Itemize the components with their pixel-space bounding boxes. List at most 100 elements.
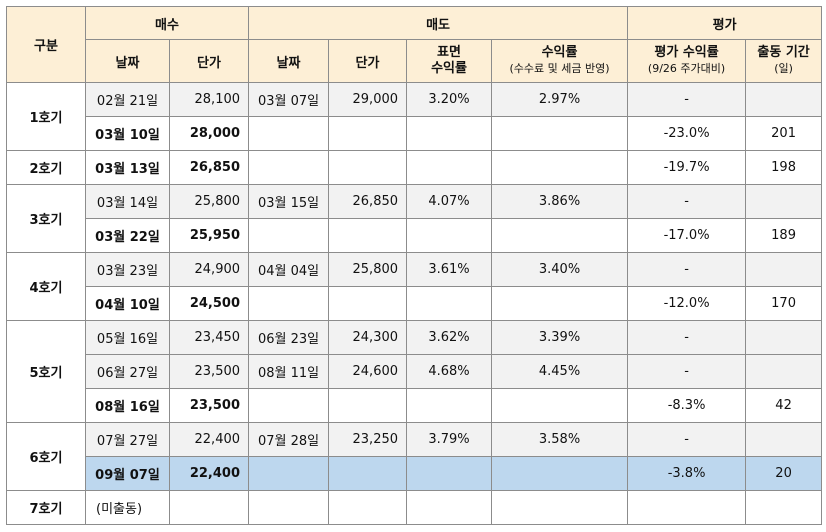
header-net-return-line2: (수수료 및 세금 반영)	[509, 62, 610, 75]
table-row: 08월 16일 23,500 -8.3% 42	[7, 388, 823, 423]
surface-return-cell	[406, 490, 493, 525]
group-label: 1호기	[6, 82, 86, 151]
sell-price-cell: 24,600	[328, 354, 408, 389]
surface-return-cell	[406, 218, 493, 253]
sell-price-cell: 29,000	[328, 82, 408, 117]
sell-date-cell	[248, 490, 330, 525]
surface-return-cell	[406, 456, 493, 491]
period-cell	[745, 320, 823, 355]
eval-return-cell: -	[627, 320, 747, 355]
period-cell	[745, 490, 823, 525]
trade-table: 구분 매수 매도 평가 날짜 단가 날짜 단가 표면 수익률 수익률 (수수료 …	[6, 6, 823, 525]
group-label: 3호기	[6, 184, 86, 253]
surface-return-cell	[406, 286, 493, 321]
header-surface-return-line2: 수익률	[431, 61, 467, 76]
table-row: 3호기 03월 14일 25,800 03월 15일 26,850 4.07% 3.86% -	[6, 184, 823, 253]
sell-date-cell	[248, 218, 330, 253]
buy-price-cell: 24,900	[168, 252, 250, 287]
header-period-line2: (일)	[774, 62, 793, 75]
header-buy-price: 단가	[168, 39, 250, 83]
buy-price-cell: 28,000	[168, 116, 250, 151]
net-return-cell: 3.58%	[491, 422, 629, 457]
period-cell: 189	[745, 218, 823, 253]
buy-date-cell: 03월 23일	[85, 252, 170, 287]
table-row: 03월 10일 28,000 -23.0% 201	[7, 116, 823, 151]
eval-return-cell: -12.0%	[627, 286, 747, 321]
sell-date-cell	[248, 150, 330, 185]
header-buy-date: 날짜	[85, 39, 170, 83]
surface-return-cell	[406, 388, 493, 423]
table-row: 04월 10일 24,500 -12.0% 170	[7, 286, 823, 321]
period-cell: 201	[745, 116, 823, 151]
eval-return-cell: -	[627, 422, 747, 457]
buy-price-cell: 25,800	[168, 184, 250, 219]
sell-price-cell	[328, 116, 408, 151]
sell-date-cell	[248, 388, 330, 423]
surface-return-cell: 3.79%	[406, 422, 493, 457]
sell-date-cell: 07월 28일	[248, 422, 330, 457]
buy-price-cell: 22,400	[168, 456, 250, 491]
eval-return-cell: -19.7%	[627, 150, 747, 185]
header-gubun: 구분	[6, 6, 86, 83]
buy-date-cell: 05월 16일	[85, 320, 170, 355]
eval-return-cell: -	[627, 184, 747, 219]
net-return-cell	[491, 490, 629, 525]
table-row: 7호기 (미출동)	[6, 490, 823, 525]
eval-return-cell: -17.0%	[627, 218, 747, 253]
sell-price-cell	[328, 456, 408, 491]
buy-price-cell: 23,500	[168, 354, 250, 389]
sell-date-cell: 06월 23일	[248, 320, 330, 355]
surface-return-cell	[406, 150, 493, 185]
net-return-cell	[491, 218, 629, 253]
group-label: 2호기	[6, 150, 86, 185]
table-body: 1호기 02월 21일 28,100 03월 07일 29,000 3.20% 2.97% -…	[6, 82, 823, 525]
sell-price-cell	[328, 388, 408, 423]
sell-date-cell: 04월 04일	[248, 252, 330, 287]
sell-date-cell	[248, 116, 330, 151]
surface-return-cell: 4.07%	[406, 184, 493, 219]
surface-return-cell: 3.62%	[406, 320, 493, 355]
period-cell: 42	[745, 388, 823, 423]
buy-date-cell: 04월 10일	[85, 286, 170, 321]
eval-return-cell: -8.3%	[627, 388, 747, 423]
period-cell: 170	[745, 286, 823, 321]
buy-date-cell: 03월 13일	[85, 150, 170, 185]
sell-price-cell: 23,250	[328, 422, 408, 457]
table-row: 06월 27일 23,500 08월 11일 24,600 4.68% 4.45% -	[7, 354, 823, 389]
group-label: 7호기	[6, 490, 86, 525]
net-return-cell: 3.40%	[491, 252, 629, 287]
header-sell-date: 날짜	[248, 39, 330, 83]
net-return-cell: 4.45%	[491, 354, 629, 389]
sell-price-cell: 26,850	[328, 184, 408, 219]
period-cell	[745, 252, 823, 287]
table-row: 6호기 07월 27일 22,400 07월 28일 23,250 3.79% 3.58% -	[6, 422, 823, 491]
header-eval: 평가	[627, 6, 823, 40]
buy-price-cell: 26,850	[168, 150, 250, 185]
buy-date-cell: 07월 27일	[85, 422, 170, 457]
buy-price-cell: 24,500	[168, 286, 250, 321]
eval-return-cell: -	[627, 252, 747, 287]
buy-price-cell: 23,450	[168, 320, 250, 355]
group-label: 4호기	[6, 252, 86, 321]
sell-date-cell: 03월 07일	[248, 82, 330, 117]
buy-date-cell: (미출동)	[85, 490, 170, 525]
period-cell	[745, 184, 823, 219]
table-row: 2호기 03월 13일 26,850 -19.7% 198	[6, 150, 823, 185]
buy-date-cell: 03월 22일	[85, 218, 170, 253]
buy-date-cell: 03월 10일	[85, 116, 170, 151]
period-cell: 20	[745, 456, 823, 491]
eval-return-cell	[627, 490, 747, 525]
header-surface-return: 표면 수익률	[406, 39, 493, 83]
buy-date-cell: 03월 14일	[85, 184, 170, 219]
buy-price-cell: 28,100	[168, 82, 250, 117]
net-return-cell: 2.97%	[491, 82, 629, 117]
period-cell	[745, 82, 823, 117]
header-sell: 매도	[248, 6, 629, 40]
table-row: 03월 22일 25,950 -17.0% 189	[7, 218, 823, 253]
header-eval-return: 평가 수익률 (9/26 주가대비)	[627, 39, 747, 83]
net-return-cell	[491, 388, 629, 423]
header-surface-return-line1: 표면	[437, 45, 461, 60]
buy-date-cell: 02월 21일	[85, 82, 170, 117]
surface-return-cell: 4.68%	[406, 354, 493, 389]
eval-return-cell: -	[627, 354, 747, 389]
